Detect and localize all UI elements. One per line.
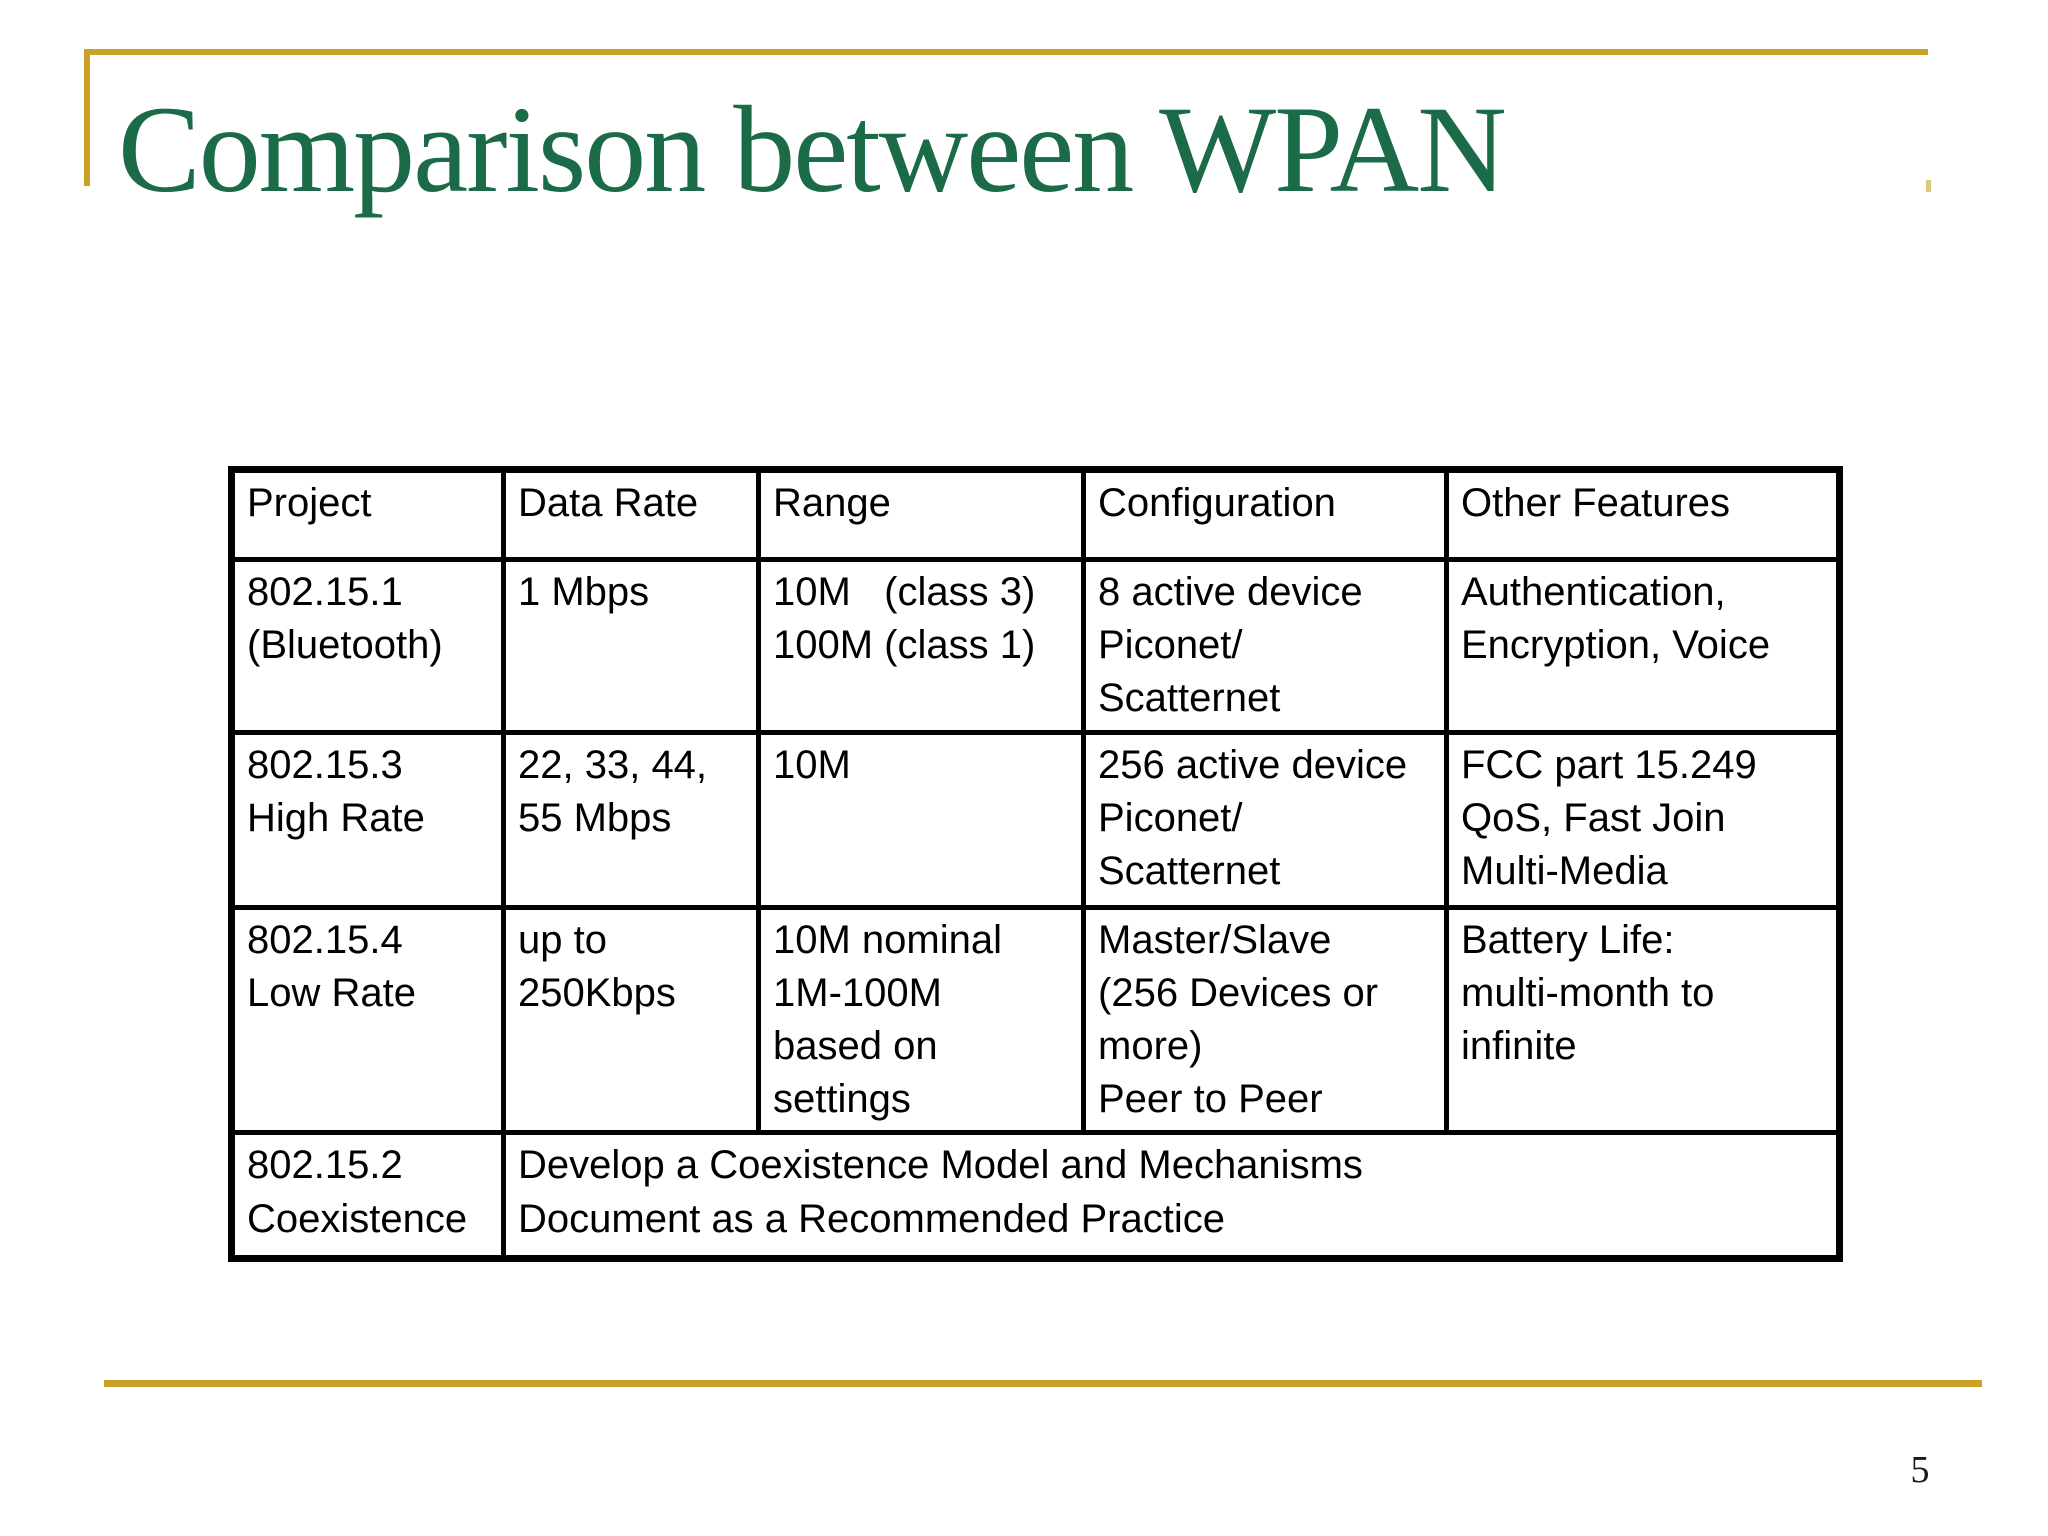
header-project: Project bbox=[229, 467, 506, 562]
cell-project-802-15-2: 802.15.2 Coexistence bbox=[229, 1130, 506, 1262]
cell-other-features-802-15-1: Authentication, Encryption, Voice bbox=[1444, 557, 1842, 735]
bottom-gold-rule bbox=[104, 1380, 1982, 1387]
header-range: Range bbox=[756, 467, 1086, 562]
cell-project-802-15-1: 802.15.1 (Bluetooth) bbox=[229, 557, 506, 735]
cell-configuration-802-15-4: Master/Slave (256 Devices or more) Peer … bbox=[1081, 904, 1449, 1136]
table-row: 802.15.4 Low Rate up to 250Kbps 10M nomi… bbox=[229, 904, 1842, 1136]
cell-coexistence-description: Develop a Coexistence Model and Mechanis… bbox=[501, 1130, 1842, 1262]
cell-range-802-15-3: 10M bbox=[756, 729, 1086, 910]
table-row: 802.15.2 Coexistence Develop a Coexisten… bbox=[229, 1130, 1842, 1262]
cell-range-802-15-1: 10M (class 3) 100M (class 1) bbox=[756, 557, 1086, 735]
wpan-comparison-table: Project Data Rate Range Configuration Ot… bbox=[228, 466, 1843, 1263]
table-row: 802.15.1 (Bluetooth) 1 Mbps 10M (class 3… bbox=[229, 557, 1842, 735]
cell-data-rate-802-15-1: 1 Mbps bbox=[501, 557, 761, 735]
page-number: 5 bbox=[1910, 1449, 1930, 1491]
cell-other-features-802-15-4: Battery Life: multi-month to infinite bbox=[1444, 904, 1842, 1136]
page-title: Comparison between WPAN bbox=[118, 81, 1507, 218]
cell-range-802-15-4: 10M nominal 1M-100M based on settings bbox=[756, 904, 1086, 1136]
gold-dash-decoration bbox=[1926, 180, 1931, 192]
cell-other-features-802-15-3: FCC part 15.249 QoS, Fast Join Multi-Med… bbox=[1444, 729, 1842, 910]
cell-project-802-15-4: 802.15.4 Low Rate bbox=[229, 904, 506, 1136]
table-row: 802.15.3 High Rate 22, 33, 44, 55 Mbps 1… bbox=[229, 729, 1842, 910]
header-configuration: Configuration bbox=[1081, 467, 1449, 562]
header-other-features: Other Features bbox=[1444, 467, 1842, 562]
cell-configuration-802-15-3: 256 active device Piconet/ Scatternet bbox=[1081, 729, 1449, 910]
header-data-rate: Data Rate bbox=[501, 467, 761, 562]
cell-project-802-15-3: 802.15.3 High Rate bbox=[229, 729, 506, 910]
cell-data-rate-802-15-3: 22, 33, 44, 55 Mbps bbox=[501, 729, 761, 910]
cell-configuration-802-15-1: 8 active device Piconet/ Scatternet bbox=[1081, 557, 1449, 735]
top-gold-rule bbox=[84, 49, 1928, 55]
comparison-table-container: Project Data Rate Range Configuration Ot… bbox=[228, 466, 1843, 1263]
table-header-row: Project Data Rate Range Configuration Ot… bbox=[229, 467, 1842, 562]
left-gold-rule bbox=[84, 49, 90, 186]
cell-data-rate-802-15-4: up to 250Kbps bbox=[501, 904, 761, 1136]
